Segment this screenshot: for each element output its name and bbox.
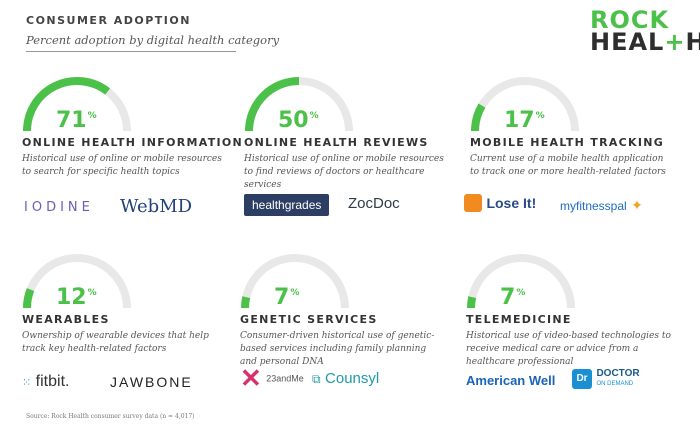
brand-logo-jawbone: JAWBONE: [110, 374, 193, 390]
category-description: Ownership of wearable devices that help …: [22, 331, 209, 354]
category-description: Consumer-driven historical use of geneti…: [240, 331, 435, 367]
gauge-track: [241, 254, 349, 309]
gauge-fill: [245, 77, 300, 132]
brand-logo-lose-it: Lose It!: [464, 194, 536, 212]
gauge: [245, 77, 353, 132]
brand-logos: IODINE WebMD: [22, 196, 242, 230]
category-card-online-health-information: 71% ONLINE HEALTH INFORMATION Historical…: [22, 76, 242, 236]
source-footnote: Source: Rock Health consumer survey data…: [26, 413, 195, 420]
header-subtitle: Percent adoption by digital health categ…: [26, 33, 280, 47]
brand-logo-webmd: WebMD: [120, 196, 193, 217]
percent-unit: %: [87, 111, 97, 121]
lose-it-icon: [464, 194, 482, 212]
category-description: Historical use of video-based technologi…: [466, 331, 671, 367]
percent-value: 50%: [278, 108, 319, 133]
category-card-mobile-health-tracking: 17% MOBILE HEALTH TRACKING Current use o…: [464, 76, 670, 236]
doctor-label: DOCTOR: [596, 368, 640, 379]
percent-number: 17: [504, 108, 535, 133]
brand-logos: ⁙ fitbit. JAWBONE: [22, 373, 242, 407]
brand-logo-zocdoc: ZocDoc: [348, 195, 400, 212]
percent-value: 71%: [56, 108, 97, 133]
lose-it-label: Lose It!: [486, 195, 537, 211]
percent-unit: %: [516, 288, 526, 298]
logo-line-2: HEAL+H: [590, 28, 700, 56]
gauge: [240, 254, 349, 309]
brand-logo-doctor-on-demand: Dr DOCTOR ON DEMAND: [572, 369, 640, 389]
brand-logos: healthgrades ZocDoc: [244, 194, 464, 230]
gauge: [23, 77, 131, 132]
gauge-track: [467, 254, 575, 309]
percent-number: 7: [500, 285, 516, 310]
category-card-wearables: 12% WEARABLES Ownership of wearable devi…: [22, 253, 222, 413]
logo-line-1: ROCK: [590, 6, 670, 34]
category-title: ONLINE HEALTH REVIEWS: [244, 136, 429, 149]
category-card-genetic-services: 7% GENETIC SERVICES Consumer-driven hist…: [240, 253, 440, 413]
category-card-online-health-reviews: 50% ONLINE HEALTH REVIEWS Historical use…: [244, 76, 444, 236]
brand-logo-myfitnesspal: myfitnesspal ✦: [560, 197, 643, 215]
brand-logo-23andme: ✕ 23andMe: [240, 363, 304, 394]
brand-logos: Lose It! myfitnesspal ✦: [464, 194, 690, 230]
category-description: Historical use of online or mobile resou…: [244, 154, 444, 190]
brand-logos: American Well Dr DOCTOR ON DEMAND: [466, 369, 686, 407]
brand-logo-counsyl: ⧉ Counsyl: [312, 370, 379, 388]
category-title: GENETIC SERVICES: [240, 313, 378, 326]
category-title: WEARABLES: [22, 313, 110, 326]
percent-value: 7%: [500, 285, 525, 310]
gauge: [466, 254, 575, 309]
percent-unit: %: [535, 111, 545, 121]
category-description: Current use of a mobile health applicati…: [470, 154, 666, 177]
gauge-track: [23, 254, 131, 309]
gauge: [23, 254, 131, 309]
logo-text-b: H: [685, 28, 700, 56]
category-card-telemedicine: 7% TELEMEDICINE Historical use of video-…: [466, 253, 671, 413]
fitbit-label: fitbit.: [35, 373, 70, 390]
gauge-fill: [23, 288, 35, 309]
gauge-fill: [471, 103, 486, 132]
percent-unit: %: [87, 288, 97, 298]
gauge: [471, 77, 579, 132]
23andme-x-icon: ✕: [240, 363, 262, 393]
percent-value: 12%: [56, 285, 97, 310]
header-rule: [26, 51, 236, 52]
fitbit-dots-icon: ⁙: [22, 377, 32, 389]
category-title: ONLINE HEALTH INFORMATION: [22, 136, 244, 149]
category-title: TELEMEDICINE: [466, 313, 572, 326]
myfitnesspal-label: myfitnesspal: [560, 199, 627, 213]
brand-logos: ✕ 23andMe ⧉ Counsyl: [240, 363, 460, 407]
percent-number: 50: [278, 108, 309, 133]
percent-number: 7: [274, 285, 290, 310]
gauge-fill: [240, 296, 251, 309]
percent-value: 7%: [274, 285, 299, 310]
percent-unit: %: [309, 111, 319, 121]
category-description: Historical use of online or mobile resou…: [22, 154, 222, 177]
header-title: CONSUMER ADOPTION: [26, 14, 191, 27]
23andme-label: 23andMe: [266, 373, 304, 384]
on-demand-label: ON DEMAND: [596, 381, 634, 387]
brand-logo-healthgrades: healthgrades: [244, 194, 330, 216]
category-title: MOBILE HEALTH TRACKING: [470, 136, 665, 149]
percent-number: 71: [56, 108, 87, 133]
brand-logo-american-well: American Well: [466, 373, 556, 388]
rock-health-logo: ROCK HEAL+H: [590, 6, 700, 56]
logo-plus: +: [664, 28, 686, 56]
brand-logo-iodine: IODINE: [24, 200, 94, 215]
runner-icon: ✦: [631, 197, 643, 213]
brand-logo-fitbit: ⁙ fitbit.: [22, 373, 69, 391]
counsyl-label: Counsyl: [325, 370, 380, 387]
doctor-on-demand-icon: Dr: [572, 369, 592, 389]
counsyl-icon: ⧉: [312, 372, 321, 386]
percent-value: 17%: [504, 108, 545, 133]
percent-number: 12: [56, 285, 87, 310]
logo-text-a: HEAL: [590, 28, 665, 56]
gauge-fill: [466, 296, 477, 309]
percent-unit: %: [290, 288, 300, 298]
doctor-on-demand-text: DOCTOR ON DEMAND: [596, 369, 639, 389]
gauge-fill: [23, 77, 111, 132]
